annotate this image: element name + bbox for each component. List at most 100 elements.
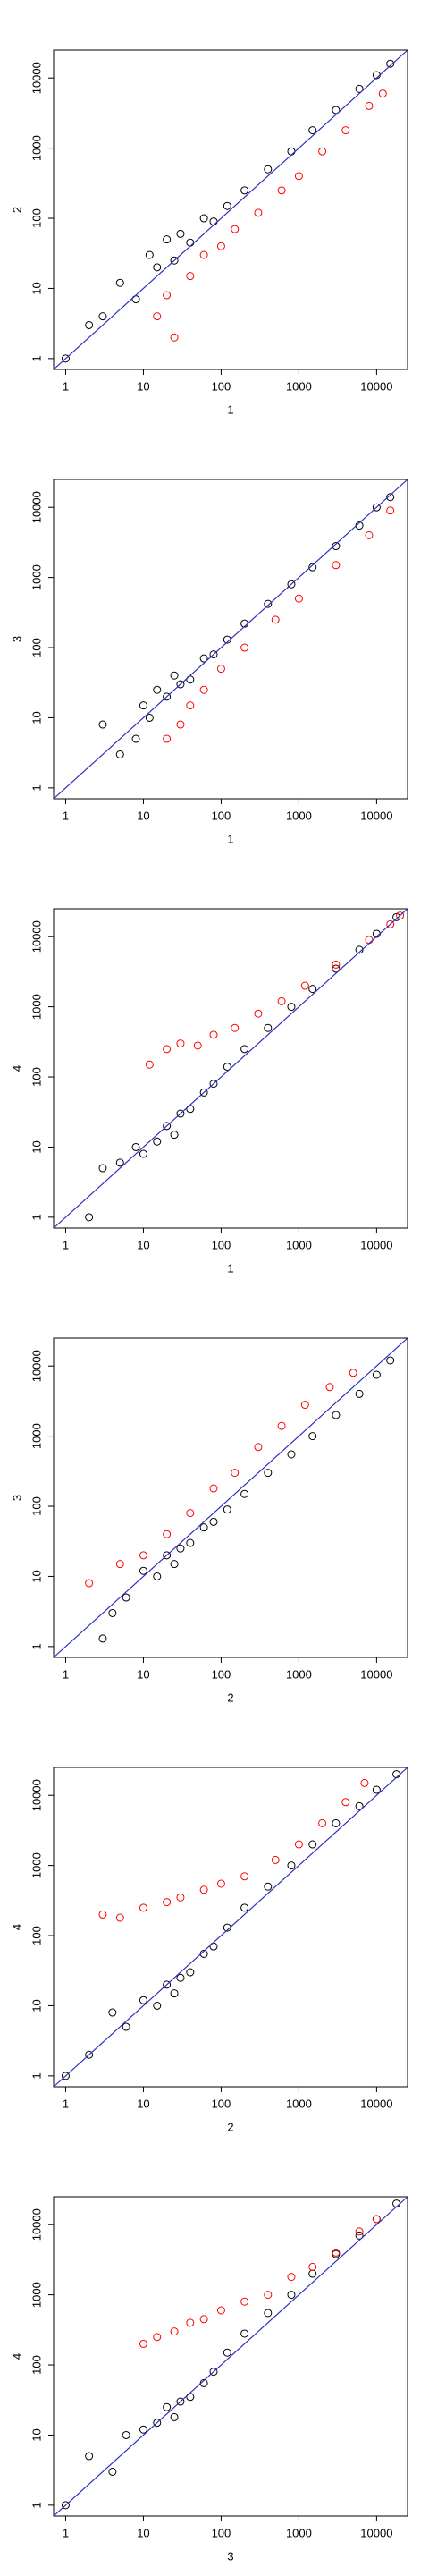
x-tick-label: 1000: [286, 2526, 312, 2539]
point: [153, 263, 162, 272]
x-tick-label: 100: [212, 809, 231, 822]
x-tick-label: 1000: [286, 379, 312, 393]
point: [216, 242, 225, 250]
point: [216, 2306, 225, 2315]
y-axis-label: 4: [10, 1924, 23, 1930]
identity-line: [54, 909, 408, 1228]
y-tick-label: 1000: [29, 1423, 43, 1449]
point: [386, 506, 395, 515]
point: [98, 720, 107, 729]
plot-frame: [53, 2196, 408, 2517]
x-tick-label: 10: [137, 379, 149, 393]
point: [396, 911, 405, 920]
y-tick-label: 1: [29, 2072, 43, 2079]
point: [277, 1421, 286, 1430]
point: [176, 1109, 185, 1118]
y-tick-label: 100: [29, 208, 43, 228]
identity-line: [54, 2197, 408, 2516]
x-axis-label: 3: [227, 2549, 233, 2563]
point: [199, 1088, 208, 1097]
x-tick-label: 1: [63, 2097, 69, 2110]
point: [264, 1469, 273, 1478]
point: [355, 84, 364, 93]
points: [61, 1770, 401, 2080]
point: [355, 2231, 364, 2240]
point: [300, 981, 309, 990]
point: [372, 2215, 381, 2224]
x-tick-label: 1000: [286, 1238, 312, 1251]
point: [98, 1164, 107, 1173]
point: [386, 1356, 395, 1365]
point: [115, 278, 124, 287]
point: [355, 1389, 364, 1398]
point: [170, 333, 179, 342]
point: [153, 685, 162, 694]
points: [61, 2199, 401, 2510]
point: [287, 147, 296, 156]
x-tick-label: 1000: [286, 2097, 312, 2110]
plot-frame: [53, 49, 408, 370]
point: [294, 172, 303, 181]
point: [115, 1158, 124, 1167]
point: [332, 1818, 341, 1827]
point: [209, 2368, 218, 2377]
point: [98, 312, 107, 321]
point: [170, 2412, 179, 2421]
point: [139, 1566, 147, 1575]
point: [365, 530, 374, 539]
x-tick-label: 1: [63, 379, 69, 393]
point: [240, 1903, 249, 1912]
point: [176, 680, 185, 689]
point: [264, 2291, 273, 2300]
y-tick-label: 1000: [29, 2282, 43, 2308]
x-tick-label: 10000: [360, 2097, 392, 2110]
point: [153, 1137, 162, 1146]
point: [308, 1432, 317, 1441]
point: [85, 320, 94, 329]
point: [163, 1551, 172, 1560]
point: [216, 665, 225, 674]
point: [254, 1443, 263, 1452]
point: [287, 1861, 296, 1870]
point: [176, 1973, 185, 1982]
point: [163, 1530, 172, 1538]
point: [176, 1893, 185, 1902]
identity-line: [54, 1767, 408, 2087]
point: [199, 1885, 208, 1894]
point: [277, 186, 286, 195]
x-tick-label: 1: [63, 2526, 69, 2539]
point: [163, 235, 172, 244]
plot-frame: [53, 1767, 408, 2088]
point: [153, 312, 162, 321]
x-tick-label: 10000: [360, 1238, 392, 1251]
point: [332, 1411, 341, 1419]
point: [139, 1551, 147, 1560]
point: [332, 2250, 341, 2258]
y-tick-label: 10: [29, 282, 43, 294]
point: [332, 106, 341, 114]
y-axis-label: 2: [10, 207, 23, 213]
point: [176, 720, 185, 729]
y-tick-label: 10000: [29, 1350, 43, 1382]
identity-line: [54, 1338, 408, 1657]
point: [186, 272, 195, 281]
point: [392, 912, 401, 921]
point: [308, 985, 317, 994]
scatter-panel: 1 10 100 1000 10000 1 10 100 1000 10000 2 3: [10, 1337, 408, 1704]
x-tick-label: 10: [137, 2097, 149, 2110]
point: [294, 1840, 303, 1849]
point: [223, 635, 231, 644]
point: [332, 2248, 341, 2257]
point: [163, 291, 172, 300]
point: [163, 1122, 172, 1131]
point: [139, 2339, 147, 2348]
point: [308, 2262, 317, 2271]
point: [240, 643, 249, 652]
point: [240, 186, 249, 195]
point: [122, 2022, 130, 2031]
point: [355, 2227, 364, 2236]
point: [209, 1517, 218, 1526]
point: [163, 1980, 172, 1989]
y-tick-label: 10: [29, 1999, 43, 2012]
plot-frame: [53, 1337, 408, 1658]
